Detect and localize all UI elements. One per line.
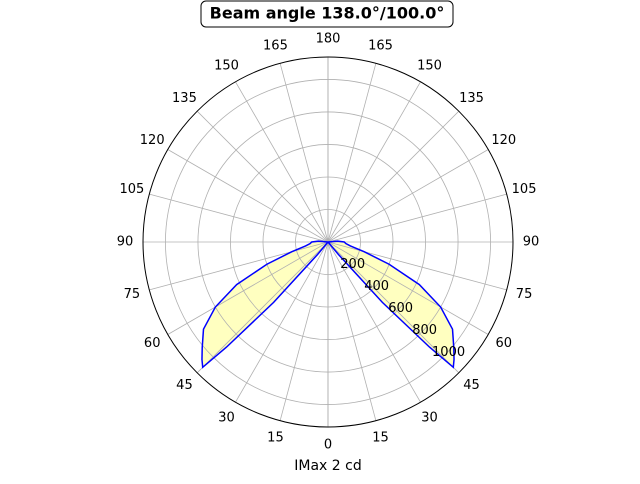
r-tick-label: 600 bbox=[388, 301, 413, 316]
theta-tick-label: 90 bbox=[117, 235, 134, 250]
title-box bbox=[200, 0, 454, 28]
r-tick-label: 400 bbox=[364, 279, 389, 294]
lobe-line bbox=[327, 240, 455, 369]
grid-spoke bbox=[327, 241, 507, 291]
grid-spoke bbox=[235, 81, 329, 243]
grid-spoke bbox=[327, 110, 460, 243]
grid-spoke bbox=[327, 149, 489, 243]
theta-tick-label: 75 bbox=[516, 287, 533, 302]
theta-tick-label: 105 bbox=[512, 182, 537, 197]
theta-tick-label: 165 bbox=[368, 38, 393, 53]
grid-spoke bbox=[167, 149, 329, 243]
theta-tick-label: 120 bbox=[140, 133, 165, 148]
grid-spoke bbox=[149, 241, 329, 291]
theta-tick-label: 90 bbox=[523, 235, 540, 250]
outer-frame bbox=[142, 56, 514, 428]
theta-tick-label: 150 bbox=[417, 59, 442, 74]
theta-tick-label: 120 bbox=[491, 133, 516, 148]
theta-tick-label: 30 bbox=[421, 410, 438, 425]
grid-spoke bbox=[235, 241, 329, 403]
grid-spoke bbox=[327, 241, 489, 335]
grid-spoke bbox=[327, 241, 377, 421]
theta-tick-label: 150 bbox=[214, 59, 239, 74]
grid-spoke bbox=[167, 241, 329, 335]
theta-tick-label: 15 bbox=[372, 431, 389, 446]
theta-tick-label: 135 bbox=[459, 91, 484, 106]
theta-tick-label: 30 bbox=[218, 410, 235, 425]
lobe-line bbox=[201, 240, 329, 369]
grid-spoke bbox=[279, 241, 329, 421]
r-tick-label: 200 bbox=[340, 257, 365, 272]
grid-spoke bbox=[196, 110, 329, 243]
theta-tick-label: 0 bbox=[324, 438, 332, 453]
theta-tick-label: 135 bbox=[172, 91, 197, 106]
theta-tick-label: 45 bbox=[176, 378, 193, 393]
grid-spoke bbox=[327, 241, 421, 403]
x-axis-label: IMax 2 cd bbox=[294, 458, 361, 474]
theta-tick-label: 105 bbox=[120, 182, 145, 197]
lobe-fill bbox=[201, 241, 328, 368]
grid-spoke bbox=[196, 241, 329, 374]
grid-spoke bbox=[327, 241, 460, 374]
r-tick-label: 1000 bbox=[432, 345, 465, 360]
grid-spoke bbox=[327, 81, 421, 243]
theta-tick-label: 180 bbox=[316, 32, 341, 47]
grid-spoke bbox=[149, 193, 329, 243]
theta-tick-label: 75 bbox=[124, 287, 141, 302]
lobe-fill bbox=[328, 241, 455, 368]
theta-tick-label: 15 bbox=[267, 431, 284, 446]
theta-tick-label: 45 bbox=[463, 378, 480, 393]
grid-spoke bbox=[327, 193, 507, 243]
theta-tick-label: 60 bbox=[496, 336, 513, 351]
theta-tick-label: 165 bbox=[263, 38, 288, 53]
grid-spoke bbox=[279, 63, 329, 243]
chart-title: Beam angle 138.0°/100.0° bbox=[210, 4, 445, 23]
r-tick-label: 800 bbox=[412, 323, 437, 338]
theta-tick-label: 60 bbox=[144, 336, 161, 351]
grid-spoke bbox=[327, 63, 377, 243]
